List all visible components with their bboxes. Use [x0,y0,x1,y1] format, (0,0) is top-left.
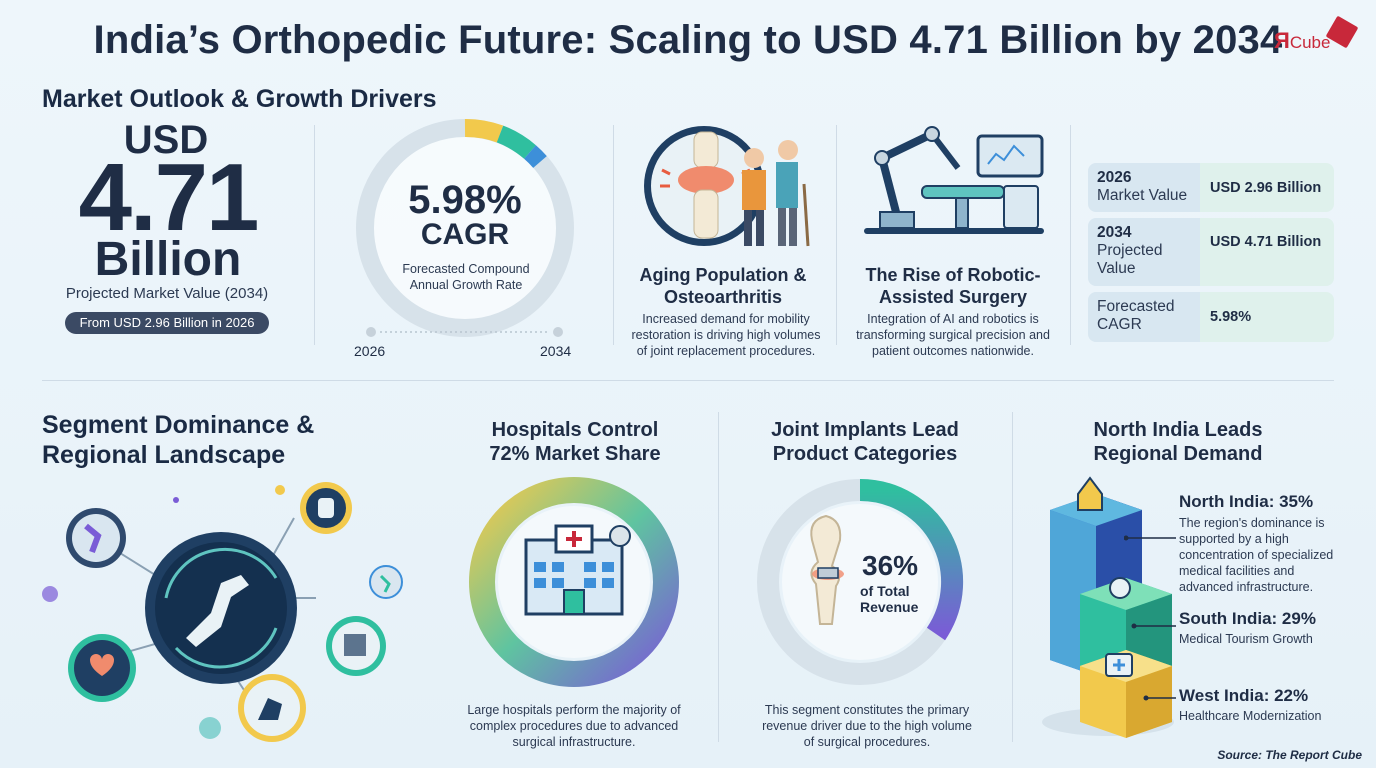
regions-3d-bar-chart [1042,476,1174,738]
region-west-desc: Healthcare Modernization [1179,709,1322,723]
segment-network-illustration [42,482,403,742]
big-value-prefix: USD [123,118,209,162]
big-value-caption: Projected Market Value (2034) [65,285,269,302]
from-value-pill: From USD 2.96 Billion in 2026 [65,312,269,334]
implants-donut [757,478,964,685]
divider [1012,412,1013,742]
big-value: 4.71 [78,144,260,251]
robotic-surgery-icon [864,126,1044,234]
region-south-name: South India: 29% [1179,609,1316,628]
brand-logo: ЯCube [1274,28,1331,53]
kpi-row-2034: 2034 Projected Value USD 4.71 Billion [1088,218,1334,286]
implants-desc: This segment constitutes the primary rev… [762,703,972,749]
region-north-name: North India: 35% [1179,492,1314,511]
regions-title: North India Leads Regional Demand [1093,419,1263,465]
region-north-desc: The region's dominance is supported by a… [1179,516,1334,594]
kpi-row-cagr: Forecasted CAGR 5.98% [1088,292,1334,342]
year-end: 2034 [540,343,572,359]
divider [613,125,614,345]
driver-aging-desc: Increased demand for mobility restoratio… [631,312,821,358]
divider [718,412,719,742]
region-west-name: West India: 22% [1179,686,1309,705]
segment-heading: Segment Dominance & Regional Landscape [42,411,315,469]
source-credit: Source: The Report Cube [1217,748,1362,762]
region-south-desc: Medical Tourism Growth [1179,632,1313,646]
divider [314,125,315,345]
kpi-row-2026: 2026 Market Value USD 2.96 Billion [1088,163,1334,212]
year-start: 2026 [354,343,386,359]
divider [836,125,837,345]
implants-title: Joint Implants Lead Product Categories [771,419,959,465]
cagr-ring [356,119,574,337]
outlook-heading: Market Outlook & Growth Drivers [42,85,437,113]
driver-robotic-desc: Integration of AI and robotics is transf… [856,312,1050,358]
region-leader-lines [1124,535,1176,701]
hospitals-donut [469,477,679,687]
section-divider [42,380,1334,381]
implants-percent-caption: of Total Revenue [860,583,919,615]
divider [1070,125,1071,345]
cagr-label: CAGR [420,218,510,251]
big-value-unit: Billion [94,233,242,286]
hospitals-title: Hospitals Control 72% Market Share [489,419,661,465]
timeline-dots [366,327,563,337]
driver-robotic-title: The Rise of Robotic-Assisted Surgery [865,265,1041,307]
cagr-description: Forecasted Compound Annual Growth Rate [402,262,530,292]
driver-aging-title: Aging Population & Osteoarthritis [639,265,807,307]
cagr-value: 5.98% [408,178,522,222]
aging-population-icon [644,126,810,247]
hospitals-desc: Large hospitals perform the majority of … [467,703,681,749]
page-title: India’s Orthopedic Future: Scaling to US… [93,18,1283,62]
implants-percent: 36% [862,550,919,581]
